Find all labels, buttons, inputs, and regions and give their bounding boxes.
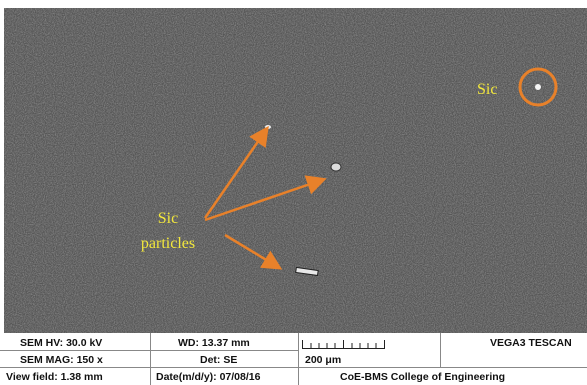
micrograph-shade bbox=[4, 8, 587, 333]
info-field: View field: 1.38 mm bbox=[6, 371, 103, 383]
particles-label: Sic bbox=[158, 210, 178, 227]
particle bbox=[331, 163, 341, 171]
info-bar: SEM HV: 30.0 kV WD: 13.37 mm VEGA3 TESCA… bbox=[0, 333, 587, 385]
info-wd: WD: 13.37 mm bbox=[178, 337, 250, 349]
info-instrument: VEGA3 TESCAN bbox=[490, 337, 572, 349]
info-detector: Det: SE bbox=[200, 354, 237, 366]
info-date: Date(m/d/y): 07/08/16 bbox=[156, 371, 261, 383]
sic-label: Sic bbox=[477, 81, 497, 98]
info-mag: SEM MAG: 150 x bbox=[20, 354, 103, 366]
info-hv: SEM HV: 30.0 kV bbox=[20, 337, 102, 349]
particles-label: particles bbox=[141, 235, 195, 252]
info-scale: 200 μm bbox=[305, 354, 341, 366]
info-lab: CoE-BMS College of Engineering bbox=[340, 371, 505, 383]
particle bbox=[535, 84, 541, 90]
sem-figure: Sic Sic particles SEM HV: 30.0 kV WD: 13… bbox=[0, 0, 587, 385]
particle bbox=[265, 125, 271, 129]
